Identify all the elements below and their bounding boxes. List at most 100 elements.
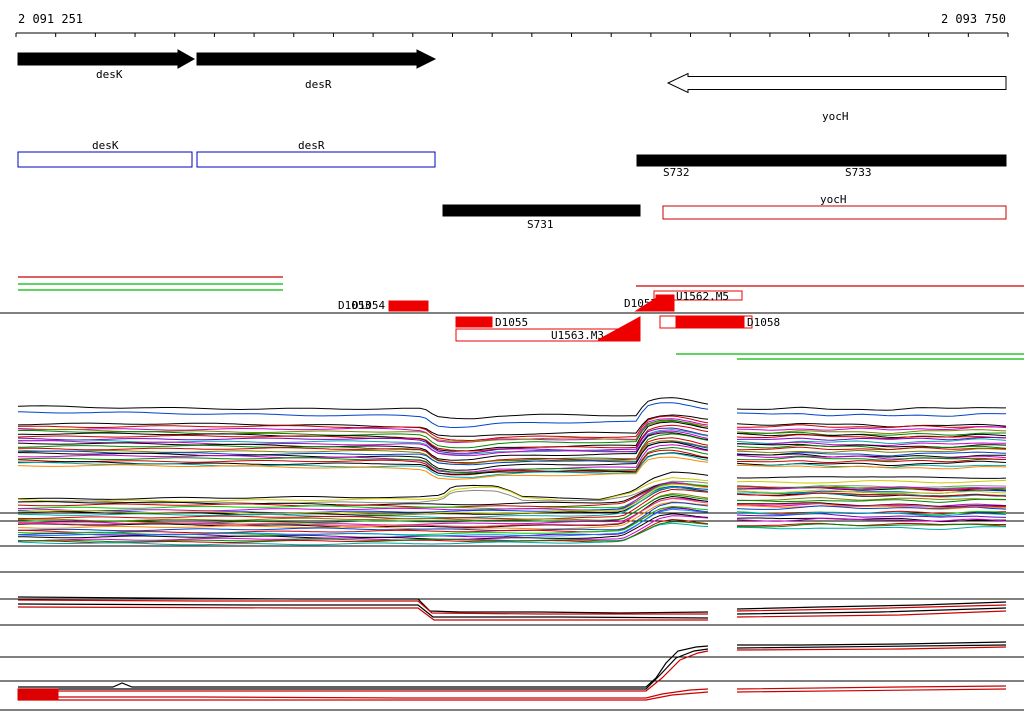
expression-line [17, 483, 709, 515]
probe-shape[interactable] [659, 315, 753, 329]
expression-line [17, 494, 709, 524]
gene-arrow-desR[interactable] [196, 49, 437, 69]
gene-arrow-yocH[interactable] [666, 72, 1007, 94]
probe-shape[interactable] [655, 294, 675, 312]
expression-line [737, 424, 1007, 429]
feature-box-S731[interactable] [442, 204, 641, 217]
expression-line [18, 481, 709, 512]
probe-shape[interactable] [388, 300, 429, 312]
expression-line [736, 412, 1007, 417]
feature-label-S733: S733 [845, 166, 872, 179]
expression-line [17, 415, 709, 442]
expression-line [736, 517, 1007, 522]
expression-line [17, 501, 709, 530]
gene-arrow-desK[interactable] [17, 49, 196, 69]
expression-line [17, 482, 709, 508]
expression-line [17, 518, 709, 544]
expression-line [736, 486, 1006, 490]
expression-line [17, 522, 709, 546]
feature-box-yocH[interactable] [662, 205, 1007, 220]
expression-line [17, 421, 709, 452]
expression-line [736, 646, 1007, 651]
ruler-start-label: 2 091 251 [18, 12, 83, 26]
expression-line [17, 486, 709, 519]
expression-line [18, 645, 709, 688]
expression-line [737, 641, 1007, 646]
feature-box-desK[interactable] [17, 151, 193, 168]
expression-line [18, 648, 709, 690]
expression-line [737, 446, 1006, 451]
expression-line [736, 513, 1007, 518]
expression-line [736, 479, 1007, 484]
expression-line [736, 489, 1007, 494]
expression-line [17, 414, 709, 437]
expression-line [17, 515, 709, 542]
expression-line [17, 397, 709, 420]
probe-label-U1563.M3: U1563.M3 [551, 329, 604, 342]
probe-label-U1562.M5: U1562.M5 [676, 290, 729, 303]
expression-line [17, 599, 708, 615]
expression-line [17, 446, 709, 474]
expression-line [736, 444, 1007, 450]
gene-label-desK: desK [96, 68, 123, 81]
feature-box-desR[interactable] [196, 151, 436, 168]
expression-line [17, 486, 709, 516]
expression-line [737, 498, 1007, 503]
expression-line [18, 441, 709, 471]
expression-line [736, 434, 1007, 440]
expression-line [17, 456, 709, 480]
expression-line [736, 601, 1007, 610]
feature-box-S732[interactable] [636, 154, 1007, 167]
probe-shape[interactable] [597, 316, 641, 341]
expression-line [17, 424, 709, 452]
feature-label-S732: S732 [663, 166, 690, 179]
feature-label-S731: S731 [527, 218, 554, 231]
expression-line [736, 476, 1007, 479]
expression-line [736, 456, 1007, 461]
expression-line [736, 448, 1007, 454]
expression-line [17, 485, 709, 514]
expression-line [736, 429, 1007, 435]
expression-line [737, 497, 1007, 501]
expression-line [736, 426, 1007, 431]
expression-line [18, 688, 709, 699]
expression-line [18, 691, 709, 701]
expression-line [737, 526, 1007, 531]
feature-label-yocH: yocH [820, 193, 847, 206]
expression-line [18, 650, 709, 692]
expression-line [736, 644, 1007, 649]
expression-line [17, 493, 709, 522]
expression-line [17, 444, 709, 473]
expression-line [17, 497, 709, 528]
expression-line [17, 488, 709, 520]
feature-label-desK: desK [92, 139, 119, 152]
expression-line [736, 433, 1007, 439]
expression-line [736, 492, 1007, 498]
probe-shape[interactable] [455, 316, 493, 328]
expression-line [737, 431, 1006, 436]
expression-line [736, 685, 1007, 690]
expression-line [17, 482, 709, 510]
expression-line [736, 607, 1007, 615]
expression-line [17, 521, 709, 543]
expression-line [17, 606, 708, 621]
probe-shape[interactable] [653, 290, 743, 301]
probe-label-D1053: D1053 [338, 299, 371, 312]
expression-line [736, 517, 1006, 523]
expression-line [736, 464, 1007, 470]
expression-line [736, 604, 1007, 612]
probe-label-D1054: D1054 [352, 299, 385, 312]
expression-line [17, 449, 709, 476]
expression-line [17, 471, 709, 500]
expression-line [737, 502, 1006, 508]
expression-line [736, 512, 1007, 517]
probe-shape[interactable] [675, 316, 745, 328]
expression-line [737, 458, 1007, 463]
expression-line [736, 688, 1007, 693]
expression-line [736, 422, 1007, 428]
expression-line [737, 453, 1006, 458]
expression-line [17, 502, 709, 532]
ruler-end-label: 2 093 750 [941, 12, 1006, 26]
expression-line [737, 486, 1007, 492]
